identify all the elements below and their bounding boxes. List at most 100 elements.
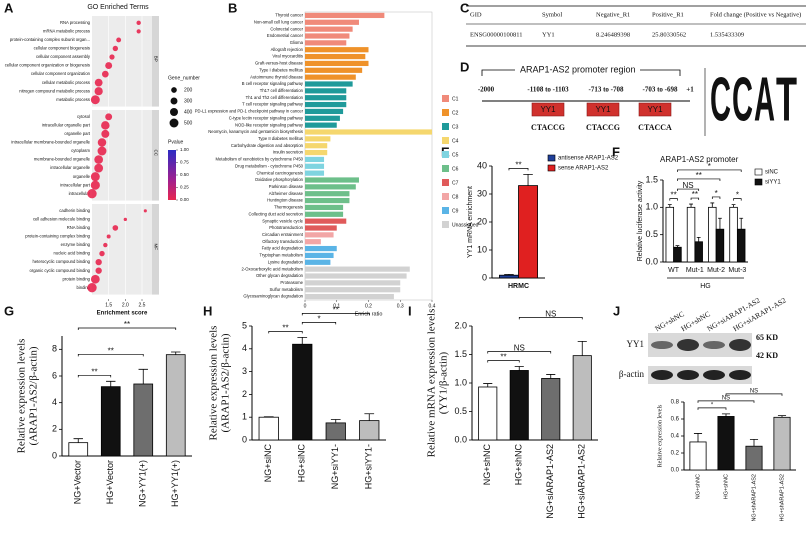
error-bar bbox=[577, 340, 587, 356]
dot bbox=[106, 234, 111, 239]
position-label: -1108 to -1103 bbox=[527, 86, 569, 94]
legend-label: antisense ARAP1-AS2 bbox=[558, 156, 619, 162]
error-bar bbox=[514, 366, 524, 371]
table-header: Positive_R1 bbox=[652, 11, 684, 18]
legend-title: Pvalue bbox=[168, 139, 184, 145]
error-bar bbox=[718, 217, 722, 230]
bar bbox=[100, 386, 121, 457]
significance-label: ** bbox=[91, 367, 97, 376]
legend-label: 300 bbox=[184, 98, 193, 104]
error-bar bbox=[739, 217, 744, 230]
y-tick-label: 8 bbox=[52, 344, 57, 354]
size-label: 42 KD bbox=[756, 351, 778, 360]
blot-membrane bbox=[648, 366, 752, 384]
significance-bracket bbox=[77, 374, 112, 378]
term-label: cellular component organization or bioge… bbox=[5, 63, 90, 68]
pathway-label: Carbohydrate digestion and absorption bbox=[231, 143, 304, 148]
pathway-label: Th1 and Th2 cell differentiation bbox=[246, 95, 304, 100]
dot bbox=[101, 121, 110, 130]
y-tick-label: 4 bbox=[242, 343, 247, 353]
colorbar bbox=[168, 150, 176, 200]
bar bbox=[305, 287, 401, 293]
bar bbox=[729, 206, 738, 263]
error-bar bbox=[749, 439, 759, 447]
pathway-label: Metabolism of xenobiotics by cytochrome … bbox=[215, 157, 303, 162]
legend-label: C5 bbox=[452, 152, 459, 158]
pathway-label: Fatty acid degradation bbox=[262, 246, 304, 251]
pathway-label: Type II diabetes mellitus bbox=[258, 136, 303, 141]
dot bbox=[103, 242, 108, 248]
significance-label: * bbox=[711, 402, 714, 408]
error-bar bbox=[171, 351, 181, 355]
y-tick-label: 20 bbox=[477, 216, 487, 226]
x-tick-label: 0 bbox=[304, 303, 307, 309]
x-tick-label: 2.0 bbox=[122, 302, 129, 308]
term-label: nucleic acid binding bbox=[53, 251, 90, 256]
significance-label: ** bbox=[696, 171, 702, 180]
error-bar bbox=[523, 174, 533, 186]
term-label: nitrogen compound metabolic process bbox=[19, 88, 90, 93]
legend-dot bbox=[171, 87, 177, 93]
pathway-label: Synaptic vesicle cycle bbox=[262, 218, 303, 223]
term-label: cellular component organization bbox=[31, 71, 91, 76]
position-label: -2000 bbox=[478, 86, 495, 94]
term-label: membrane-bounded organelle bbox=[34, 157, 91, 162]
significance-bracket bbox=[733, 198, 742, 201]
x-tick-label: Mut-2 bbox=[707, 267, 725, 274]
pathway-label: Insulin secretion bbox=[273, 150, 304, 155]
pathway-label: Allograft rejection bbox=[271, 47, 304, 52]
panel-label: F bbox=[612, 144, 620, 159]
colorbar-label: 0.50 bbox=[180, 172, 189, 177]
dot bbox=[87, 189, 97, 199]
bar bbox=[305, 252, 334, 259]
y-tick-label: 2.0 bbox=[454, 320, 467, 330]
term-label: organelle part bbox=[64, 131, 90, 136]
error-bar bbox=[138, 368, 148, 384]
bar bbox=[499, 274, 519, 279]
x-tick-label: HG+YY1(+) bbox=[170, 460, 180, 507]
pathway-label: Lysine degradation bbox=[268, 259, 304, 264]
significance-bracket bbox=[301, 322, 337, 325]
significance-label: ** bbox=[692, 190, 698, 199]
significance-label: ** bbox=[333, 306, 339, 315]
term-label: intracellular part bbox=[60, 182, 91, 187]
significance-bracket bbox=[487, 351, 552, 354]
chart-title: GO Enriched Terms bbox=[87, 4, 149, 11]
bar bbox=[717, 416, 735, 471]
x-tick-label: Mut-3 bbox=[728, 267, 746, 274]
bar bbox=[133, 383, 154, 457]
y-tick-label: 30 bbox=[477, 188, 487, 198]
y-tick-label: 2 bbox=[242, 389, 247, 399]
pathway-label: Graft-versus-host disease bbox=[255, 61, 304, 66]
y-tick-label: 0.0 bbox=[645, 256, 658, 266]
bar bbox=[305, 191, 350, 197]
bar bbox=[68, 442, 89, 457]
chart-title: ARAP1-AS2 promoter bbox=[660, 155, 739, 164]
legend-swatch bbox=[442, 165, 449, 172]
bar bbox=[305, 232, 334, 238]
legend-label: 500 bbox=[184, 120, 193, 126]
x-tick-label: HG+siARAP1-AS2 bbox=[577, 444, 587, 519]
y-tick-label: 0.2 bbox=[671, 451, 680, 457]
y-axis-label: YY1 mRNA enrichment bbox=[467, 186, 474, 258]
significance-label: * bbox=[708, 162, 711, 171]
term-label: cellular component biogenesis bbox=[34, 46, 90, 51]
y-tick-label: 1.5 bbox=[645, 174, 658, 184]
dot bbox=[101, 70, 109, 78]
pathway-label: B cell receptor signaling pathway bbox=[242, 81, 304, 86]
y-tick-label: 0.0 bbox=[454, 434, 467, 444]
significance-label: * bbox=[317, 315, 320, 324]
pathway-label: Viral myocarditis bbox=[272, 54, 303, 59]
yy1-site bbox=[531, 102, 565, 117]
significance-bracket bbox=[669, 198, 678, 201]
band bbox=[677, 370, 699, 380]
bar bbox=[305, 211, 344, 217]
term-label: protein-containing complex binding bbox=[25, 234, 90, 239]
band bbox=[703, 341, 725, 349]
error-bar bbox=[777, 415, 787, 418]
y-tick-label: 0 bbox=[52, 450, 57, 460]
legend-label: C8 bbox=[452, 194, 459, 200]
y-tick-label: 0.5 bbox=[645, 229, 658, 239]
significance-bracket bbox=[487, 360, 520, 363]
legend-swatch bbox=[442, 137, 449, 144]
